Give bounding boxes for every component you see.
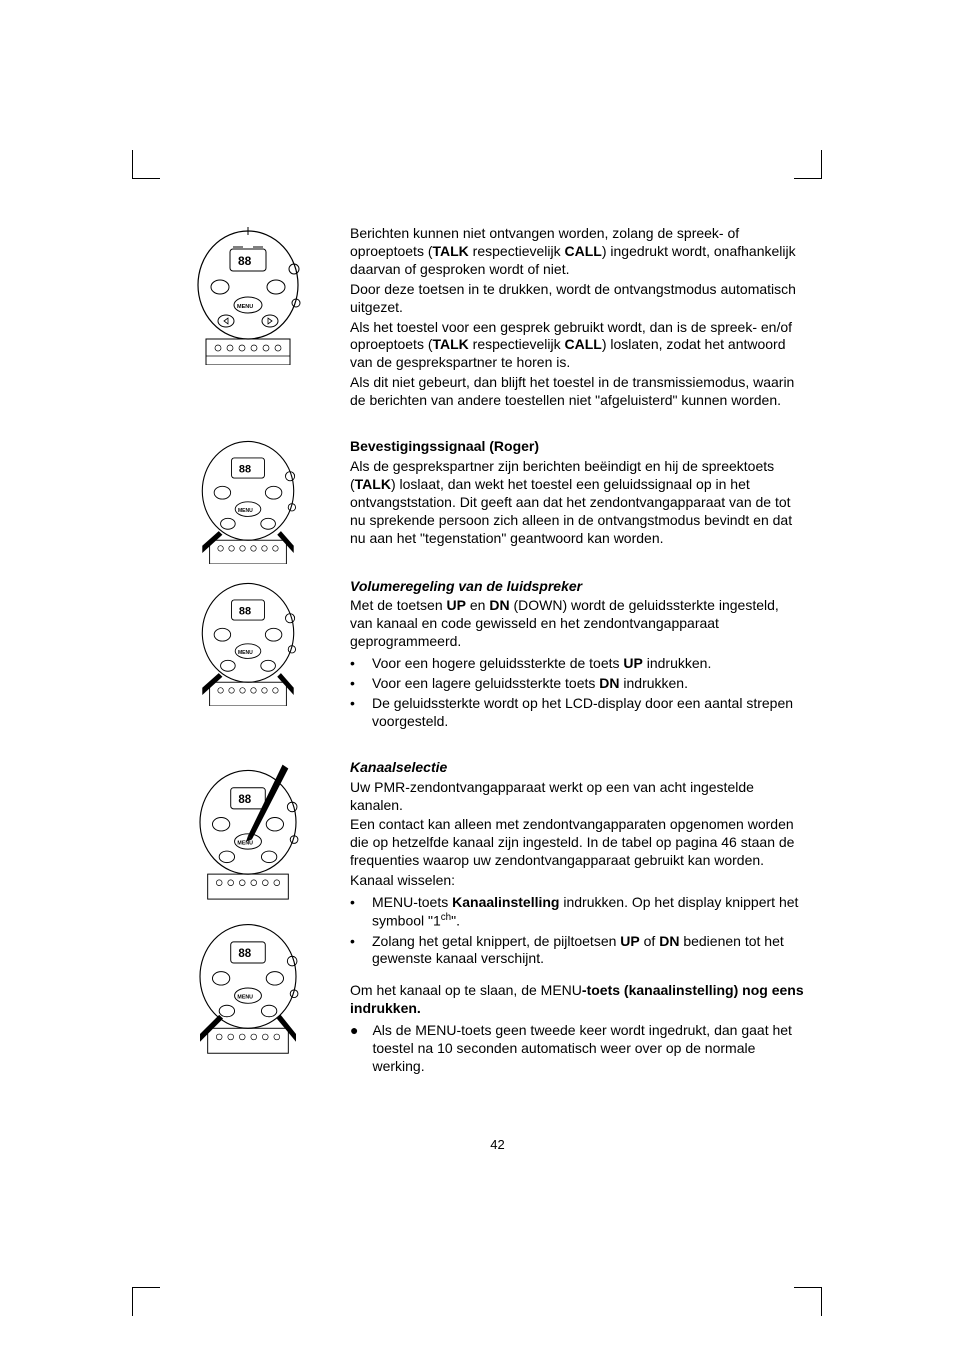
device-illustration: 88 MENU — [190, 225, 306, 365]
svg-text:88: 88 — [239, 464, 251, 476]
device-illustration: 88 MENU — [190, 757, 306, 901]
volume-heading: Volumeregeling van de luidspreker — [350, 578, 805, 596]
svg-text:88: 88 — [238, 794, 251, 806]
intro-p4: Als dit niet gebeurt, dan blijft het toe… — [350, 374, 805, 410]
list-item: •MENU-toets Kanaalinstelling indrukken. … — [350, 894, 805, 930]
device-illustration: 88 MENU — [190, 915, 306, 1059]
intro-text: Berichten kunnen niet ontvangen worden, … — [350, 225, 805, 412]
section-intro: 88 MENU — [190, 225, 805, 412]
svg-text:MENU: MENU — [237, 994, 253, 1000]
svg-text:88: 88 — [238, 254, 252, 268]
list-item: •De geluidssterkte wordt op het LCD-disp… — [350, 695, 805, 731]
svg-text:MENU: MENU — [238, 508, 253, 514]
bullet-icon: ● — [350, 1022, 358, 1076]
kanaal-p1: Uw PMR-zendontvangapparaat werkt op een … — [350, 779, 805, 815]
device-illustration: 88 MENU — [190, 578, 306, 706]
kanaal-bullets-2: ●Als de MENU-toets geen tweede keer word… — [350, 1022, 805, 1076]
section-kanaal: 88 MENU — [190, 757, 805, 1078]
illustration-column: 88 MENU — [190, 436, 310, 706]
bullet-icon: • — [350, 675, 358, 693]
volume-p1: Met de toetsen UP en DN (DOWN) wordt de … — [350, 597, 805, 651]
illustration-column: 88 MENU — [190, 757, 310, 1059]
page-number: 42 — [190, 1137, 805, 1152]
bullet-icon: • — [350, 894, 358, 930]
volume-bullets: •Voor een hogere geluidssterkte de toets… — [350, 655, 805, 731]
roger-text: Bevestigingssignaal (Roger) Als de gespr… — [350, 436, 805, 733]
section-roger: 88 MENU — [190, 436, 805, 733]
kanaal-heading: Kanaalselectie — [350, 759, 805, 777]
roger-p1: Als de gesprekspartner zijn berichten be… — [350, 458, 805, 548]
list-item: •Zolang het getal knippert, de pijltoets… — [350, 933, 805, 969]
device-illustration: 88 MENU — [190, 436, 306, 564]
roger-heading: Bevestigingssignaal (Roger) — [350, 438, 805, 456]
intro-p3: Als het toestel voor een gesprek gebruik… — [350, 319, 805, 373]
kanaal-bullets-1: •MENU-toets Kanaalinstelling indrukken. … — [350, 894, 805, 968]
kanaal-p2: Een contact kan alleen met zendontvangap… — [350, 816, 805, 870]
list-item: ●Als de MENU-toets geen tweede keer word… — [350, 1022, 805, 1076]
list-item: •Voor een lagere geluidssterkte toets DN… — [350, 675, 805, 693]
intro-p1: Berichten kunnen niet ontvangen worden, … — [350, 225, 805, 279]
svg-text:MENU: MENU — [237, 840, 253, 846]
svg-text:88: 88 — [239, 606, 251, 618]
kanaal-text: Kanaalselectie Uw PMR-zendontvangapparaa… — [350, 757, 805, 1078]
kanaal-p4: Om het kanaal op te slaan, de MENU-toets… — [350, 982, 805, 1018]
illustration-column: 88 MENU — [190, 225, 310, 365]
bullet-icon: • — [350, 695, 358, 731]
bullet-icon: • — [350, 933, 358, 969]
svg-text:MENU: MENU — [238, 650, 253, 656]
svg-text:88: 88 — [238, 948, 251, 960]
svg-text:MENU: MENU — [237, 304, 253, 310]
list-item: •Voor een hogere geluidssterkte de toets… — [350, 655, 805, 673]
intro-p2: Door deze toetsen in te drukken, wordt d… — [350, 281, 805, 317]
page-content: 88 MENU — [190, 225, 805, 1102]
kanaal-p3: Kanaal wisselen: — [350, 872, 805, 890]
bullet-icon: • — [350, 655, 358, 673]
